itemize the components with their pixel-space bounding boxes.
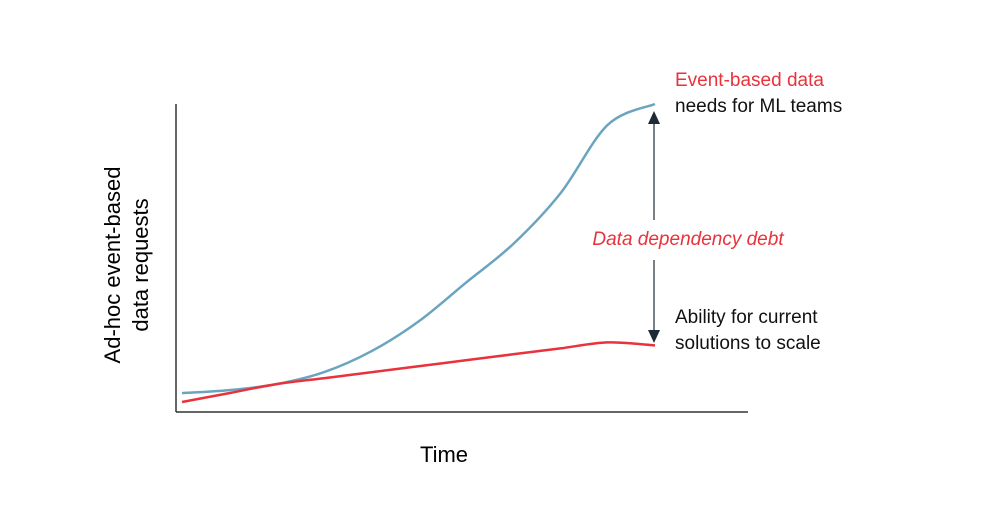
annotation-bottom-line-2: solutions to scale <box>675 333 821 354</box>
y-axis-label: Ad-hoc event-based data requests <box>100 167 153 364</box>
y-axis-label-line-2: data requests <box>128 198 153 331</box>
series-line-event-based-demand <box>181 102 656 395</box>
annotation-gap-label: Data dependency debt <box>592 229 784 250</box>
gap-arrow-up-head <box>648 111 660 124</box>
gap-arrow-down-head <box>648 330 660 343</box>
x-axis-label: Time <box>420 442 468 467</box>
series-line-current-capacity <box>181 341 656 404</box>
annotation-top-line-2: needs for ML teams <box>675 96 842 117</box>
annotation-bottom-line-1: Ability for current <box>675 307 818 328</box>
y-axis-label-line-1: Ad-hoc event-based <box>100 167 125 364</box>
annotation-top-line-1: Event-based data <box>675 70 824 91</box>
